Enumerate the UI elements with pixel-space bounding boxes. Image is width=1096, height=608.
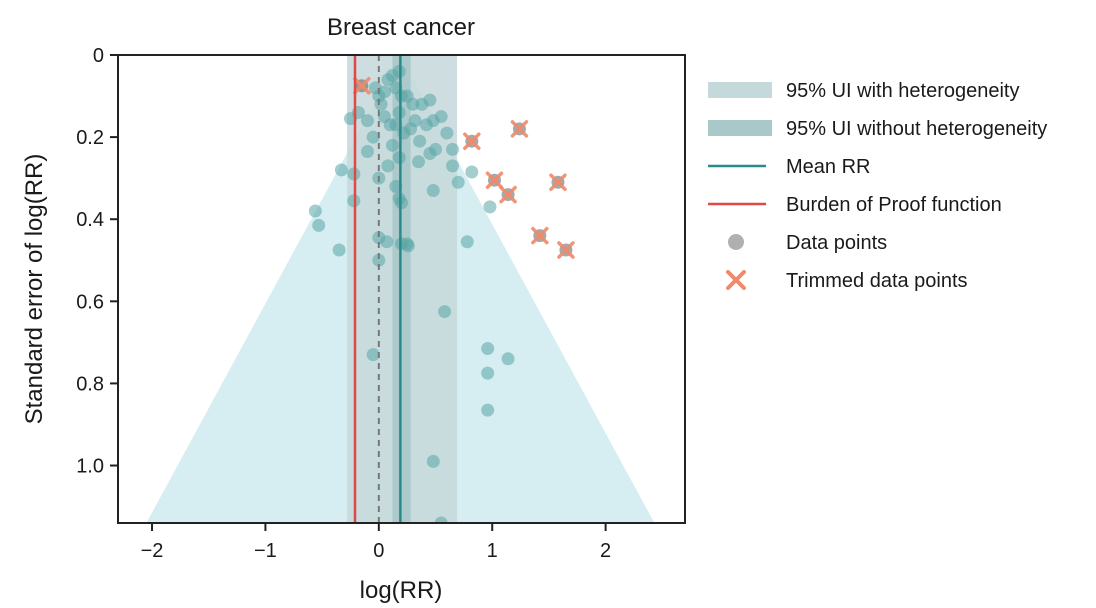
- data-point: [332, 243, 346, 257]
- legend-label: Mean RR: [786, 156, 870, 178]
- trimmed-x-stroke: [510, 120, 529, 138]
- legend-swatch-trim-x: [726, 270, 746, 290]
- legend-label: Trimmed data points: [786, 270, 968, 292]
- trimmed-x-stroke: [549, 173, 567, 192]
- y-tick-label: 0: [93, 45, 104, 67]
- data-point: [501, 352, 515, 366]
- data-point: [429, 142, 443, 156]
- data-point: [434, 516, 448, 523]
- trimmed-x-stroke: [557, 241, 575, 259]
- legend-item: Trimmed data points: [726, 270, 968, 292]
- data-point: [408, 114, 422, 128]
- legend-item: Burden of Proof function: [708, 194, 1002, 216]
- data-point: [372, 253, 386, 267]
- y-tick-label: 0.4: [76, 209, 104, 231]
- trimmed-data-point: [549, 173, 567, 192]
- legend-label: 95% UI with heterogeneity: [786, 80, 1019, 102]
- data-point: [308, 204, 322, 218]
- trimmed-x-stroke: [531, 226, 549, 245]
- data-point: [334, 163, 348, 177]
- data-point: [412, 155, 426, 169]
- data-point: [446, 159, 460, 173]
- x-tick-label: −1: [254, 540, 277, 562]
- data-point: [451, 175, 465, 189]
- data-point: [483, 200, 497, 214]
- legend-item: Data points: [728, 232, 887, 254]
- y-tick-label: 1.0: [76, 456, 104, 478]
- data-point: [423, 93, 437, 107]
- data-point: [438, 305, 452, 319]
- x-axis-label: log(RR): [360, 577, 443, 604]
- chart-title: Breast cancer: [327, 14, 475, 41]
- y-axis: 0 0.2 0.4 0.6 0.8 1.0: [76, 45, 118, 478]
- legend-item: 95% UI with heterogeneity: [708, 80, 1019, 102]
- x-tick-label: −2: [141, 540, 164, 562]
- plot-area: [146, 55, 655, 523]
- trimmed-x-stroke: [353, 77, 371, 95]
- data-point: [377, 85, 391, 99]
- data-point: [401, 239, 415, 253]
- legend-label: 95% UI without heterogeneity: [786, 118, 1047, 140]
- data-point: [446, 142, 460, 156]
- data-point: [481, 366, 495, 380]
- data-point: [360, 114, 374, 128]
- trimmed-data-point: [485, 171, 504, 189]
- data-point: [465, 165, 479, 179]
- data-point: [380, 235, 394, 249]
- y-axis-label: Standard error of log(RR): [21, 154, 48, 425]
- trimmed-x-stroke: [499, 185, 517, 204]
- data-point: [440, 126, 454, 140]
- legend-label: Burden of Proof function: [786, 194, 1002, 216]
- data-point: [426, 454, 440, 468]
- data-point: [481, 342, 495, 356]
- data-point: [366, 348, 380, 362]
- data-point: [406, 97, 420, 111]
- data-point: [374, 97, 388, 111]
- trimmed-data-point: [510, 120, 529, 138]
- legend-item: 95% UI without heterogeneity: [708, 118, 1047, 140]
- trimmed-data-point: [499, 185, 517, 204]
- y-tick-label: 0.6: [76, 291, 104, 313]
- y-tick-label: 0.8: [76, 373, 104, 395]
- data-point: [389, 179, 403, 193]
- trimmed-data-point: [463, 132, 481, 150]
- data-point: [366, 130, 380, 144]
- x-tick-label: 2: [600, 540, 611, 562]
- legend-swatch-point: [728, 234, 744, 250]
- plot-frame: [117, 54, 686, 524]
- data-point: [389, 118, 403, 132]
- legend-item: Mean RR: [708, 156, 870, 178]
- data-point: [413, 134, 427, 148]
- data-point: [426, 183, 440, 197]
- data-point: [385, 138, 399, 152]
- data-point: [360, 144, 374, 158]
- x-tick-label: 1: [487, 540, 498, 562]
- data-point: [460, 235, 474, 249]
- data-point: [434, 110, 448, 124]
- data-point: [381, 159, 395, 173]
- legend-swatch-ui-het: [708, 82, 772, 98]
- legend-swatch-ui-nohet: [708, 120, 772, 136]
- legend-label: Data points: [786, 232, 887, 254]
- data-point: [312, 218, 326, 232]
- trimmed-x-stroke: [485, 171, 504, 189]
- legend: 95% UI with heterogeneity 95% UI without …: [708, 80, 1047, 292]
- trimmed-data-point: [531, 226, 549, 245]
- x-axis: −2 −1 0 1 2: [141, 523, 611, 562]
- trimmed-data-point: [353, 77, 371, 95]
- y-tick-label: 0.2: [76, 127, 104, 149]
- trimmed-x-stroke: [463, 132, 481, 150]
- data-point: [481, 403, 495, 417]
- trimmed-data-point: [557, 241, 575, 259]
- x-tick-label: 0: [373, 540, 384, 562]
